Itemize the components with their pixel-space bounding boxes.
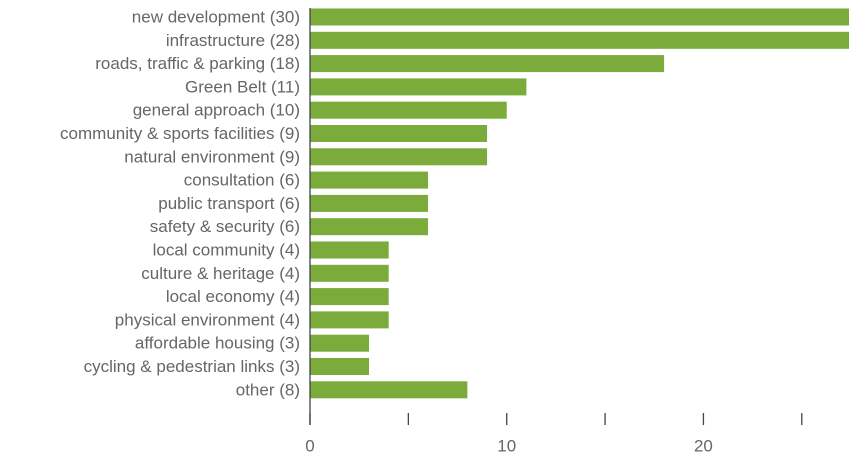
bar bbox=[310, 31, 849, 49]
y-tick-label: local community (4) bbox=[153, 240, 300, 259]
y-tick-label: cycling & pedestrian links (3) bbox=[84, 357, 300, 376]
y-tick-label: culture & heritage (4) bbox=[141, 264, 300, 283]
x-tick-label: 10 bbox=[497, 436, 516, 455]
bar bbox=[310, 78, 527, 96]
y-tick-label: community & sports facilities (9) bbox=[60, 124, 300, 143]
bar bbox=[310, 218, 429, 236]
y-tick-label: Green Belt (11) bbox=[185, 77, 300, 96]
bar bbox=[310, 55, 665, 73]
bar bbox=[310, 125, 488, 142]
y-tick-label: new development (30) bbox=[132, 7, 300, 26]
y-tick-label: infrastructure (28) bbox=[166, 31, 300, 50]
bar bbox=[310, 334, 370, 352]
bars bbox=[310, 8, 849, 399]
bar bbox=[310, 194, 429, 212]
y-tick-label: affordable housing (3) bbox=[135, 334, 300, 353]
bar bbox=[310, 311, 389, 329]
y-tick-label: other (8) bbox=[236, 380, 300, 399]
bar bbox=[310, 241, 389, 259]
x-tick-label: 0 bbox=[305, 436, 314, 455]
y-tick-label: physical environment (4) bbox=[115, 310, 300, 329]
y-tick-label: safety & security (6) bbox=[150, 217, 300, 236]
bar bbox=[310, 101, 507, 119]
bar bbox=[310, 288, 389, 306]
y-tick-label: local economy (4) bbox=[166, 287, 300, 306]
bar bbox=[310, 8, 849, 26]
x-tick-label: 20 bbox=[694, 436, 713, 455]
bar bbox=[310, 148, 488, 166]
y-tick-label: natural environment (9) bbox=[124, 147, 300, 166]
y-tick-label: consultation (6) bbox=[184, 171, 300, 190]
bar bbox=[310, 358, 370, 375]
bar bbox=[310, 381, 468, 399]
bar bbox=[310, 264, 389, 282]
y-tick-label: general approach (10) bbox=[133, 101, 300, 120]
y-tick-label: public transport (6) bbox=[158, 194, 300, 213]
y-tick-label: roads, traffic & parking (18) bbox=[95, 54, 300, 73]
bar bbox=[310, 171, 429, 189]
